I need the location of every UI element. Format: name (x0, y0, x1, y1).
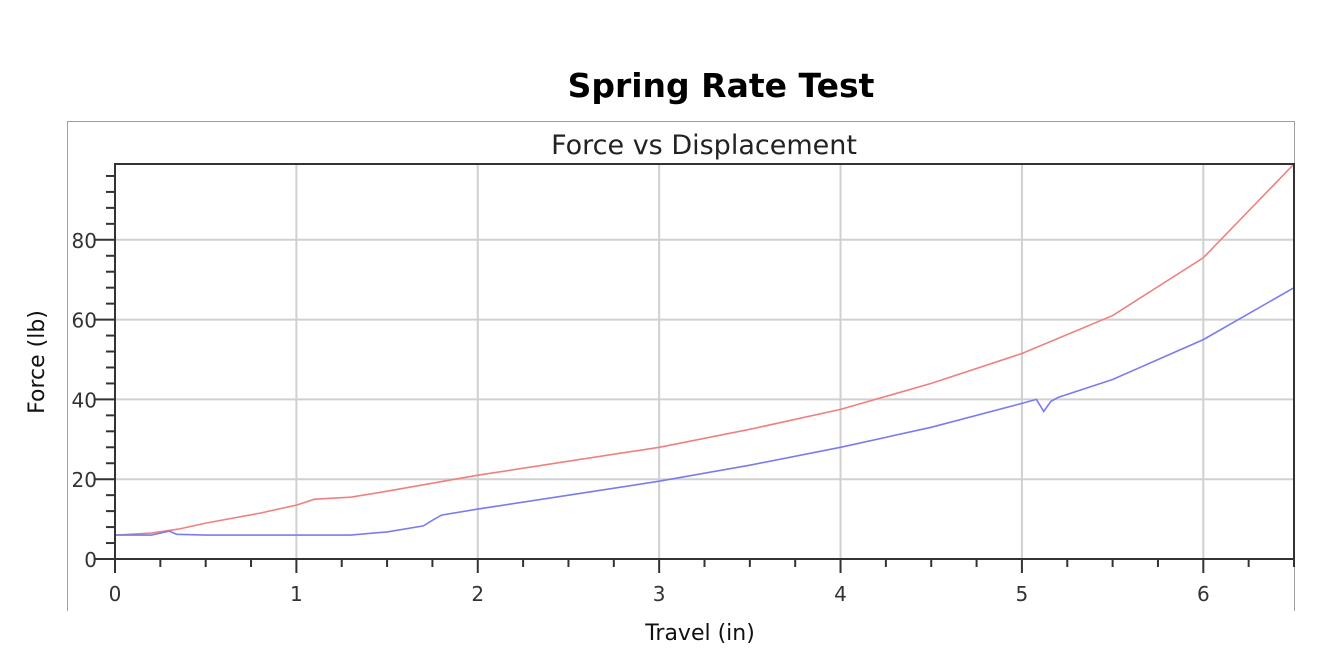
x-tick-label: 4 (834, 582, 847, 606)
series-line-1 (114, 163, 1295, 536)
y-tick-label: 60 (72, 309, 97, 333)
y-tick-label: 80 (72, 229, 97, 253)
x-tick-label: 5 (1016, 582, 1029, 606)
y-tick-label: 40 (72, 388, 97, 412)
series-line-2 (115, 287, 1295, 536)
main-title: Spring Rate Test (567, 66, 875, 105)
x-tick-label: 3 (653, 582, 666, 606)
chart-title: Force vs Displacement (551, 130, 857, 161)
y-axis-label: Force (lb) (25, 310, 50, 414)
y-tick-label: 20 (72, 468, 97, 492)
x-tick-label: 2 (471, 582, 484, 606)
plot-area (115, 164, 1294, 559)
x-tick-label: 0 (109, 582, 122, 606)
x-tick-label: 6 (1197, 582, 1210, 606)
y-tick-label: 0 (84, 548, 97, 572)
grid-lines (115, 164, 1294, 559)
x-axis-label: Travel (in) (644, 621, 755, 646)
data-series (114, 163, 1295, 536)
x-tick-label: 1 (290, 582, 303, 606)
